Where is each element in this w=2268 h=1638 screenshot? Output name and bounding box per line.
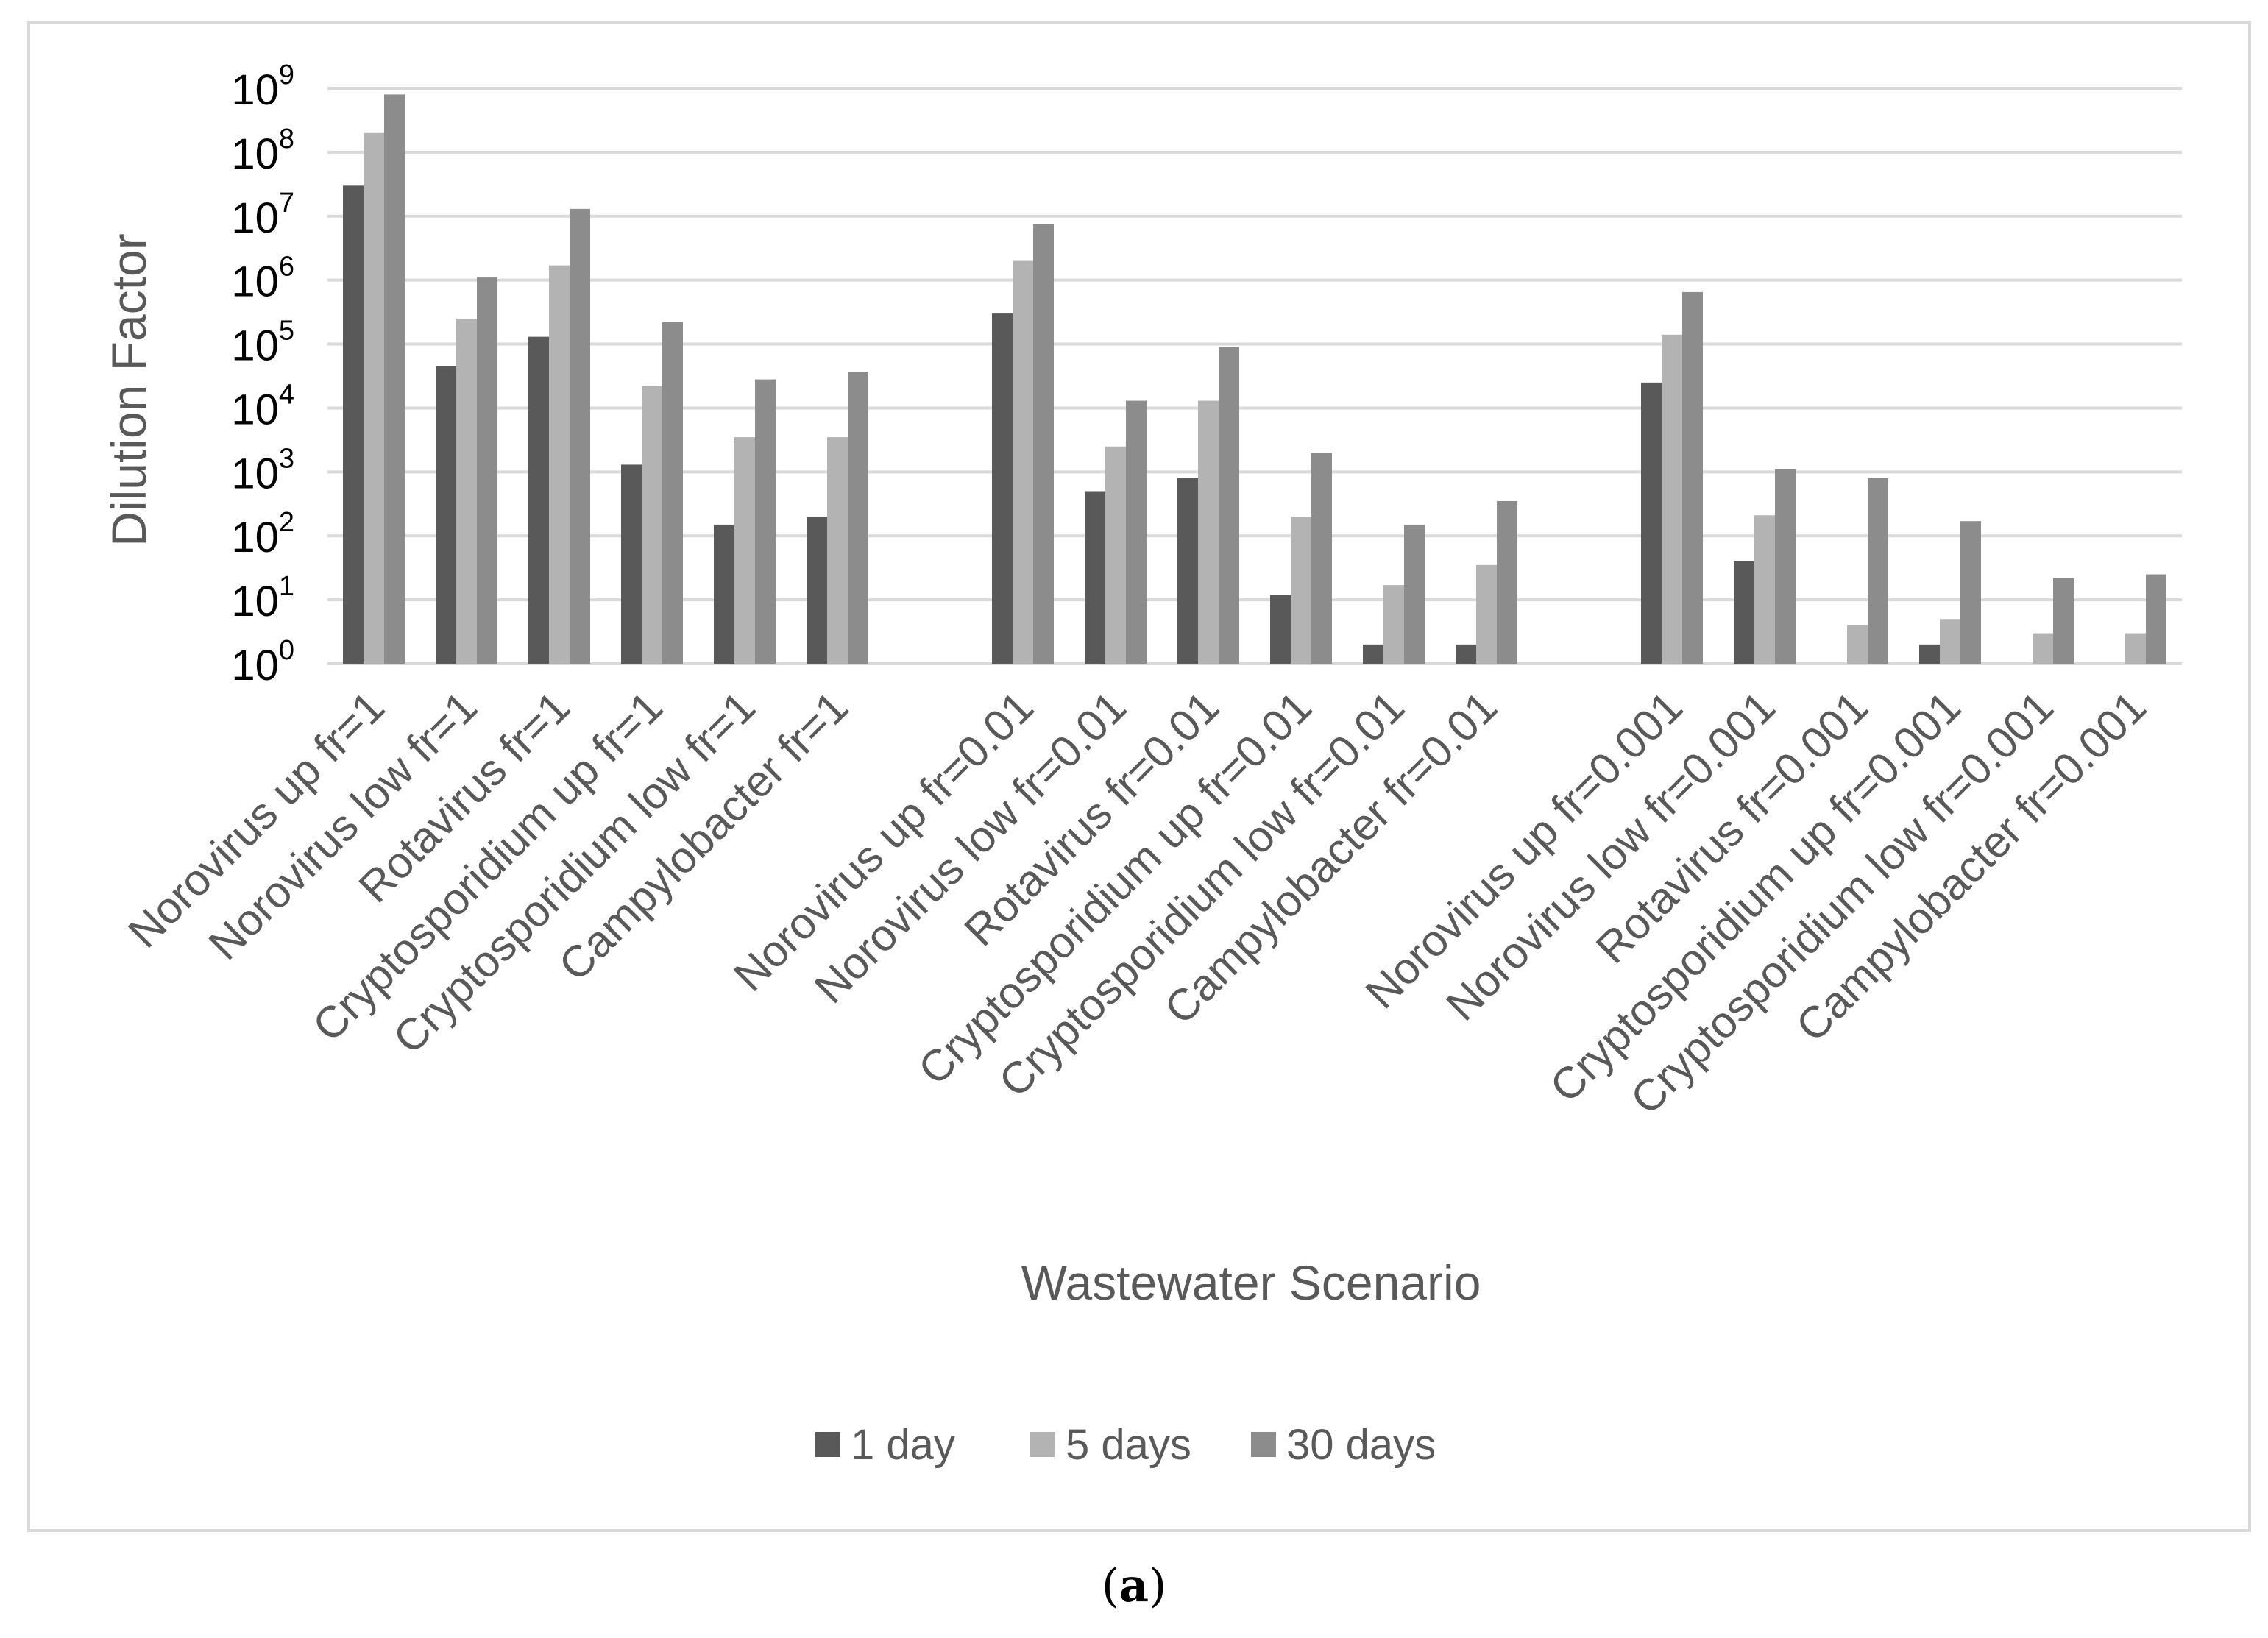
y-tick-exponent: 2 — [279, 507, 294, 538]
y-tick-label: 100 — [231, 635, 294, 689]
bar-30-days — [1311, 453, 1332, 664]
bar-30-days — [1033, 224, 1054, 664]
y-tick-base: 10 — [231, 322, 279, 370]
bar-1-day — [992, 313, 1013, 664]
y-tick-exponent: 9 — [279, 60, 294, 91]
y-axis-label: Dilution Factor — [102, 233, 156, 547]
y-tick-exponent: 5 — [279, 316, 294, 347]
legend-swatch — [1030, 1432, 1055, 1457]
bar-5-days — [734, 437, 755, 664]
caption-letter: a — [1119, 1559, 1149, 1612]
bar-5-days — [1476, 564, 1497, 664]
bar-1-day — [1919, 644, 1940, 664]
legend: 1 day 5 days 30 days — [815, 1421, 1436, 1469]
bar-5-days — [456, 318, 477, 664]
y-tick-base: 10 — [231, 130, 279, 178]
y-tick-label: 109 — [231, 60, 294, 114]
bar-30-days — [477, 277, 497, 664]
bar-5-days — [1105, 446, 1126, 664]
y-tick-label: 103 — [231, 443, 294, 497]
caption-open: ( — [1101, 1559, 1119, 1612]
y-tick-exponent: 4 — [279, 379, 294, 410]
y-tick-label: 101 — [231, 571, 294, 625]
bar-30-days — [2146, 574, 2166, 664]
bar-1-day — [714, 524, 734, 664]
bar-1-day — [528, 336, 549, 664]
bar-30-days — [1497, 500, 1517, 664]
bar-30-days — [2053, 578, 2074, 664]
y-tick-label: 105 — [231, 316, 294, 370]
bar-5-days — [2125, 633, 2146, 664]
legend-swatch — [1251, 1432, 1276, 1457]
bar-5-days — [1847, 625, 1868, 664]
y-tick-base: 10 — [231, 194, 279, 242]
y-tick-base: 10 — [231, 578, 279, 625]
bar-1-day — [807, 517, 827, 664]
y-tick-exponent: 0 — [279, 635, 294, 666]
y-tick-base: 10 — [231, 450, 279, 497]
y-tick-exponent: 8 — [279, 124, 294, 155]
y-tick-label: 106 — [231, 252, 294, 306]
bar-30-days — [1868, 478, 1888, 664]
bar-1-day — [436, 366, 456, 664]
bar-30-days — [1682, 291, 1703, 664]
legend-swatch — [815, 1432, 840, 1457]
bar-30-days — [1960, 521, 1981, 664]
y-tick-exponent: 1 — [279, 571, 294, 602]
bar-5-days — [549, 265, 570, 664]
bar-1-day — [1734, 561, 1754, 664]
bar-30-days — [1126, 400, 1147, 664]
legend-label: 5 days — [1066, 1421, 1191, 1469]
bar-1-day — [1085, 491, 1105, 664]
y-tick-label: 102 — [231, 507, 294, 561]
bar-5-days — [827, 437, 848, 664]
y-tick-base: 10 — [231, 642, 279, 689]
y-tick-label: 108 — [231, 124, 294, 178]
bar-5-days — [1013, 260, 1033, 664]
y-tick-exponent: 7 — [279, 188, 294, 219]
y-tick-exponent: 3 — [279, 443, 294, 474]
bar-5-days — [1383, 585, 1404, 664]
y-tick-base: 10 — [231, 386, 279, 433]
bar-5-days — [2033, 633, 2053, 664]
bar-5-days — [1940, 619, 1960, 664]
bar-1-day — [1641, 382, 1662, 664]
bar-30-days — [1404, 524, 1425, 664]
bar-5-days — [1662, 334, 1682, 664]
bar-30-days — [848, 372, 868, 664]
x-axis-label: Wastewater Scenario — [1021, 1255, 1481, 1310]
bar-30-days — [755, 379, 776, 664]
bar-30-days — [1775, 469, 1796, 664]
bar-1-day — [1177, 478, 1198, 664]
legend-label: 30 days — [1286, 1421, 1436, 1469]
caption-close: ) — [1149, 1559, 1167, 1612]
bar-30-days — [384, 94, 405, 664]
bar-1-day — [1456, 644, 1476, 664]
y-tick-base: 10 — [231, 66, 279, 114]
bar-30-days — [662, 322, 683, 664]
bar-5-days — [1198, 400, 1219, 664]
y-tick-base: 10 — [231, 258, 279, 306]
y-tick-exponent: 6 — [279, 252, 294, 283]
y-tick-label: 104 — [231, 379, 294, 433]
bar-1-day — [343, 185, 364, 664]
bars — [343, 94, 2166, 664]
bar-1-day — [1270, 595, 1291, 664]
bar-30-days — [570, 208, 590, 664]
bar-5-days — [1291, 517, 1311, 664]
bar-5-days — [364, 132, 384, 664]
y-tick-base: 10 — [231, 514, 279, 561]
figure-caption: (a) — [0, 1559, 2268, 1612]
bar-30-days — [1219, 347, 1239, 664]
y-tick-label: 107 — [231, 188, 294, 242]
legend-label: 1 day — [851, 1421, 955, 1469]
bar-5-days — [642, 386, 662, 664]
gridlines — [327, 87, 2182, 665]
bar-1-day — [621, 464, 642, 664]
bar-1-day — [1363, 644, 1383, 664]
bar-5-days — [1754, 515, 1775, 664]
